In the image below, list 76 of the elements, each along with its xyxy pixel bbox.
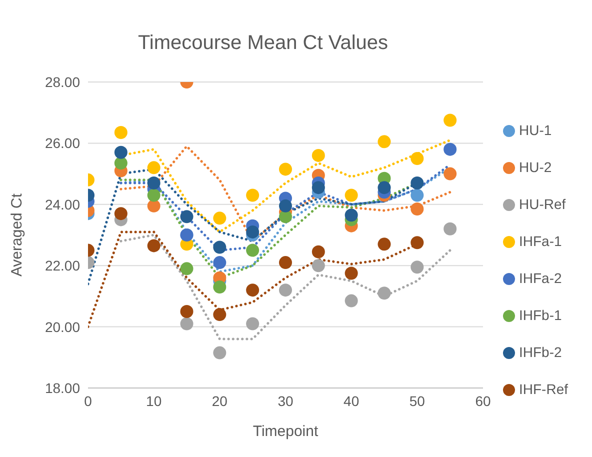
point (147, 199, 160, 212)
legend-label: HU-1 (519, 122, 552, 138)
point (147, 176, 160, 190)
x-tick-label: 0 (84, 392, 92, 409)
point (279, 210, 292, 224)
point (147, 239, 160, 252)
legend-label: IHFb-2 (519, 344, 562, 360)
point (246, 225, 260, 238)
x-axis-title: Timepoint (252, 423, 319, 440)
point (444, 167, 457, 180)
point (410, 176, 424, 190)
point (180, 317, 194, 330)
point (180, 305, 194, 318)
point (279, 162, 292, 176)
point (147, 161, 160, 174)
point (410, 260, 424, 274)
point (213, 240, 226, 254)
point (246, 317, 260, 330)
point (312, 181, 325, 194)
point (444, 222, 457, 236)
point (312, 245, 325, 258)
point (378, 181, 391, 194)
point (213, 346, 226, 360)
point (114, 146, 128, 159)
point (410, 236, 424, 250)
legend-label: IHFb-1 (519, 307, 562, 323)
line-series (120, 234, 452, 340)
point (147, 188, 160, 202)
y-tick-label: 28.00 (44, 74, 80, 90)
point (213, 308, 226, 322)
point (114, 156, 128, 170)
x-tick-label: 20 (212, 392, 228, 409)
x-tick-label: 50 (409, 392, 426, 409)
point (378, 286, 391, 300)
point (213, 212, 226, 225)
y-axis-title: Averaged Ct (8, 192, 26, 277)
point (312, 259, 325, 272)
point (279, 199, 292, 212)
point (213, 256, 226, 270)
point (344, 188, 358, 202)
point (114, 126, 128, 139)
point (444, 142, 457, 156)
legend-label: IHFa-1 (519, 233, 562, 249)
point (410, 202, 424, 216)
y-tick-label: 26.00 (44, 135, 80, 152)
point (213, 280, 226, 294)
y-tick-label: 22.00 (44, 258, 80, 274)
point (444, 114, 457, 127)
y-tick-label: 18.00 (44, 380, 80, 396)
x-tick-label: 30 (278, 392, 294, 409)
legend-label: IHFa-2 (519, 270, 562, 286)
point (279, 284, 292, 297)
point (312, 148, 325, 162)
point (344, 294, 358, 308)
legend-label: HU-2 (519, 159, 552, 175)
point (378, 238, 391, 251)
y-tick-label: 24.00 (44, 196, 80, 212)
point (344, 208, 358, 222)
point (114, 207, 128, 220)
point (279, 256, 292, 270)
point (180, 262, 194, 276)
chart-title: Timecourse Mean Ct Values (136, 31, 390, 56)
point (246, 244, 260, 257)
point (344, 266, 358, 280)
point (410, 152, 424, 165)
x-tick-label: 60 (475, 392, 491, 409)
x-tick-label: 10 (146, 392, 162, 409)
x-tick-label: 40 (344, 392, 360, 409)
point (378, 135, 391, 148)
point (180, 210, 194, 224)
legend-label: HU-Ref (519, 196, 566, 212)
point (246, 284, 260, 297)
legend-label: IHF-Ref (519, 381, 568, 397)
point (410, 188, 424, 202)
point (246, 188, 260, 202)
y-tick-label: 20.00 (44, 318, 80, 335)
